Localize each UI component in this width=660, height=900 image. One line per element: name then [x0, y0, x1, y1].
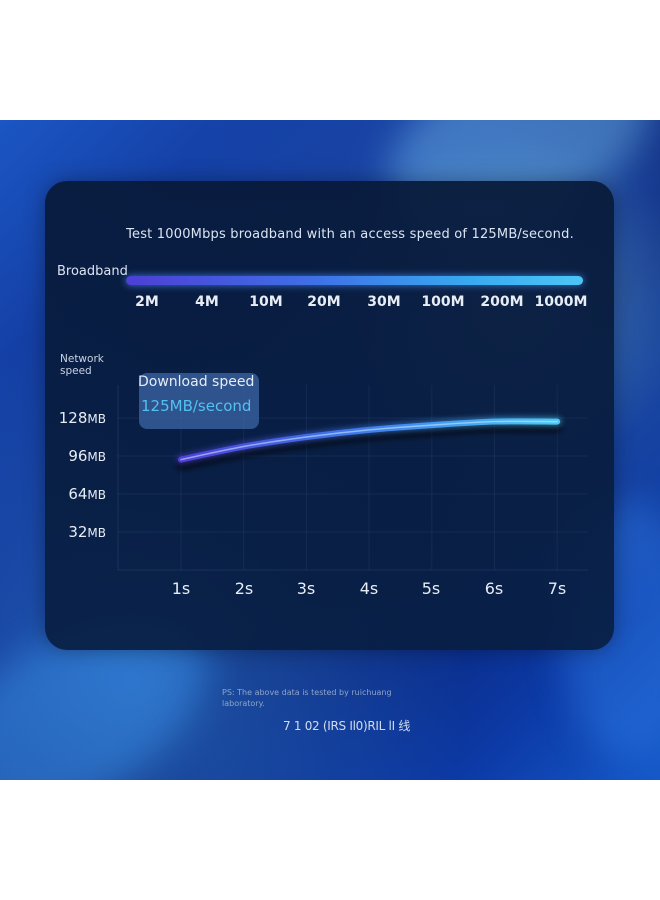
broadband-tick: 30M: [367, 294, 401, 310]
broadband-tick: 200M: [480, 294, 524, 310]
download-speed-value: 125MB/second: [141, 397, 252, 415]
x-tick-label: 5s: [421, 579, 441, 598]
broadband-tick: 20M: [307, 294, 341, 310]
y-tick-label: 32MB: [44, 523, 106, 541]
broadband-tick: 100M: [421, 294, 465, 310]
y-tick-label: 96MB: [44, 447, 106, 465]
data-point-1s: [179, 458, 183, 462]
download-speed-badge: [139, 373, 259, 429]
x-tick-label: 1s: [171, 579, 191, 598]
download-speed-label: Download speed: [138, 374, 255, 390]
x-tick-label: 2s: [234, 579, 254, 598]
broadband-bar: [126, 276, 583, 285]
data-point-2s: [242, 445, 246, 449]
x-tick-label: 3s: [296, 579, 316, 598]
y-axis-title-text: Network speed: [60, 353, 104, 377]
product-code: 7 1 02 (IRS Il0)RIL lI 线: [283, 719, 411, 733]
y-tick-value: 32: [68, 523, 88, 541]
series-line-shadow: [176, 422, 563, 471]
y-tick-unit: MB: [87, 526, 106, 540]
y-axis-title: Network speed: [60, 353, 112, 377]
x-tick-label: 6s: [484, 579, 504, 598]
broadband-tick: 2M: [135, 294, 159, 310]
data-point-6s: [493, 420, 497, 424]
series-line-highlight: [180, 420, 558, 461]
y-tick-label: 64MB: [44, 485, 106, 503]
data-point-7s: [555, 420, 559, 424]
broadband-tick: 4M: [195, 294, 219, 310]
test-description: Test 1000Mbps broadband with an access s…: [126, 227, 574, 242]
data-point-4s: [367, 428, 371, 432]
ps-note: PS: The above data is tested by ruichuan…: [222, 688, 392, 708]
y-tick-value: 64: [68, 485, 88, 503]
x-tick-label: 4s: [359, 579, 379, 598]
x-tick-label: 7s: [547, 579, 567, 598]
data-point-3s: [304, 435, 308, 439]
y-tick-unit: MB: [87, 412, 106, 426]
y-tick-value: 96: [68, 447, 88, 465]
broadband-tick: 1000M: [534, 294, 588, 310]
y-tick-label: 128MB: [44, 409, 106, 427]
broadband-label: Broadband: [57, 264, 128, 279]
broadband-tick: 10M: [249, 294, 283, 310]
data-point-5s: [430, 423, 434, 427]
y-tick-unit: MB: [87, 450, 106, 464]
y-tick-unit: MB: [87, 488, 106, 502]
y-tick-value: 128: [58, 409, 88, 427]
